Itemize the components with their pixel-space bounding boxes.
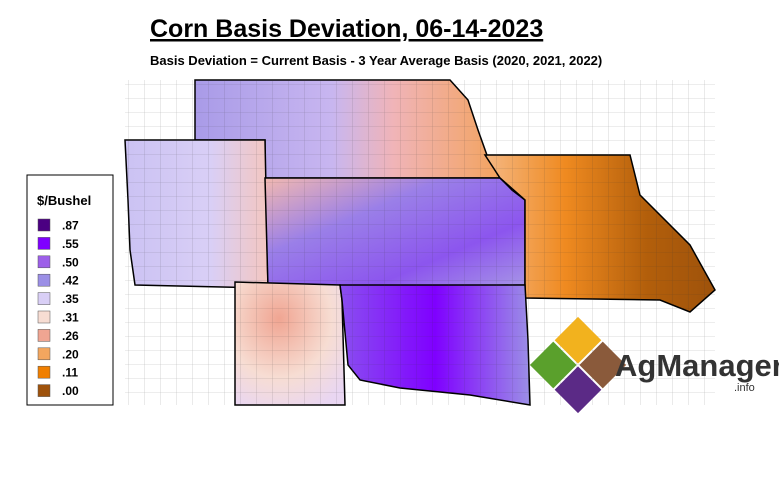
- legend-swatch: [37, 384, 51, 397]
- legend-label: .11: [62, 366, 78, 380]
- map: [124, 79, 716, 406]
- legend: .87 .55 .50 .42 .35 .31 .26 .20 .11 .00: [37, 218, 79, 398]
- legend-label: .87: [62, 219, 79, 233]
- legend-label: .31: [62, 311, 79, 325]
- legend-label: .26: [62, 329, 79, 343]
- subtitle: Basis Deviation = Current Basis - 3 Year…: [150, 53, 602, 68]
- county-lines: [125, 80, 715, 405]
- legend-swatch: [37, 329, 51, 342]
- legend-swatch: [37, 365, 51, 379]
- legend-swatch: [37, 310, 51, 324]
- legend-label: .55: [62, 237, 79, 251]
- legend-label: .50: [62, 255, 79, 269]
- legend-swatch: [37, 237, 51, 250]
- legend-swatch: [37, 273, 51, 287]
- legend-label: .35: [62, 292, 79, 306]
- logo-suffix: .info: [734, 382, 755, 394]
- title: Corn Basis Deviation, 06-14-2023: [150, 15, 543, 43]
- logo-name: AgManager: [615, 348, 779, 383]
- logo: AgManager .info: [529, 316, 779, 414]
- legend-swatch: [37, 347, 51, 361]
- legend-title: $/Bushel: [37, 193, 91, 208]
- legend-swatch: [37, 255, 51, 269]
- legend-label: .00: [62, 384, 79, 398]
- legend-label: .42: [62, 274, 79, 288]
- legend-swatch: [37, 218, 51, 232]
- legend-swatch: [37, 292, 51, 305]
- legend-label: .20: [62, 347, 79, 361]
